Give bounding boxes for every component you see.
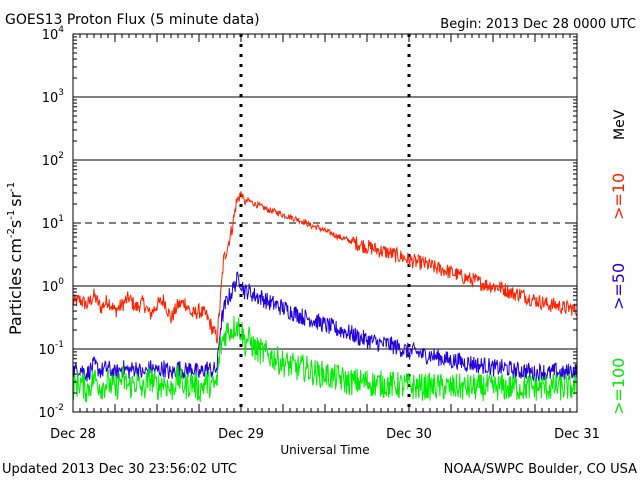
y-axis-title-exp1: -2 xyxy=(6,228,17,238)
y-tick-label: 101 xyxy=(42,214,64,232)
chart-title: GOES13 Proton Flux (5 minute data) xyxy=(5,12,260,28)
y-axis-title: Particles cm-2s-1sr-1 xyxy=(6,182,25,335)
y-axis-title-s: s xyxy=(6,220,25,228)
legend-label-ge100: >=100 xyxy=(609,358,628,415)
series-line-ge10 xyxy=(72,191,577,344)
x-tick-label: Dec 28 xyxy=(50,427,96,442)
series-legend: >=10 >=50 >=100 xyxy=(609,173,628,415)
series-lines xyxy=(72,191,577,403)
x-axis-title: Universal Time xyxy=(280,443,369,457)
axis-ticks: 10-2 10-1 100 101 102 103 104 Dec 28 Dec 29 Dec 3… xyxy=(38,25,599,442)
updated-label: Updated 2013 Dec 30 23:56:02 UTC xyxy=(2,462,237,477)
gridlines xyxy=(73,34,577,412)
legend-label-ge10: >=10 xyxy=(609,173,628,220)
series-line-ge50 xyxy=(72,271,577,383)
x-tick-label: Dec 30 xyxy=(386,427,432,442)
y-tick-label: 10-2 xyxy=(38,403,64,421)
y-axis-title-sr: sr xyxy=(6,191,25,206)
y-tick-label: 10-1 xyxy=(38,340,64,358)
begin-label: Begin: 2013 Dec 28 0000 UTC xyxy=(440,17,636,32)
units-label: MeV xyxy=(612,109,628,140)
x-tick-label: Dec 31 xyxy=(554,427,600,442)
y-tick-label: 102 xyxy=(42,151,64,169)
y-tick-label: 100 xyxy=(42,277,65,295)
y-axis-title-main: Particles cm xyxy=(6,238,25,335)
series-line-ge100 xyxy=(72,315,577,403)
y-axis-title-exp2: -1 xyxy=(6,210,17,220)
y-axis-title-exp3: -1 xyxy=(6,182,17,192)
legend-label-ge50: >=50 xyxy=(609,263,628,310)
source-label: NOAA/SWPC Boulder, CO USA xyxy=(444,462,637,477)
y-tick-label: 104 xyxy=(42,25,65,43)
x-tick-label: Dec 29 xyxy=(218,427,264,442)
y-tick-label: 103 xyxy=(42,88,64,106)
